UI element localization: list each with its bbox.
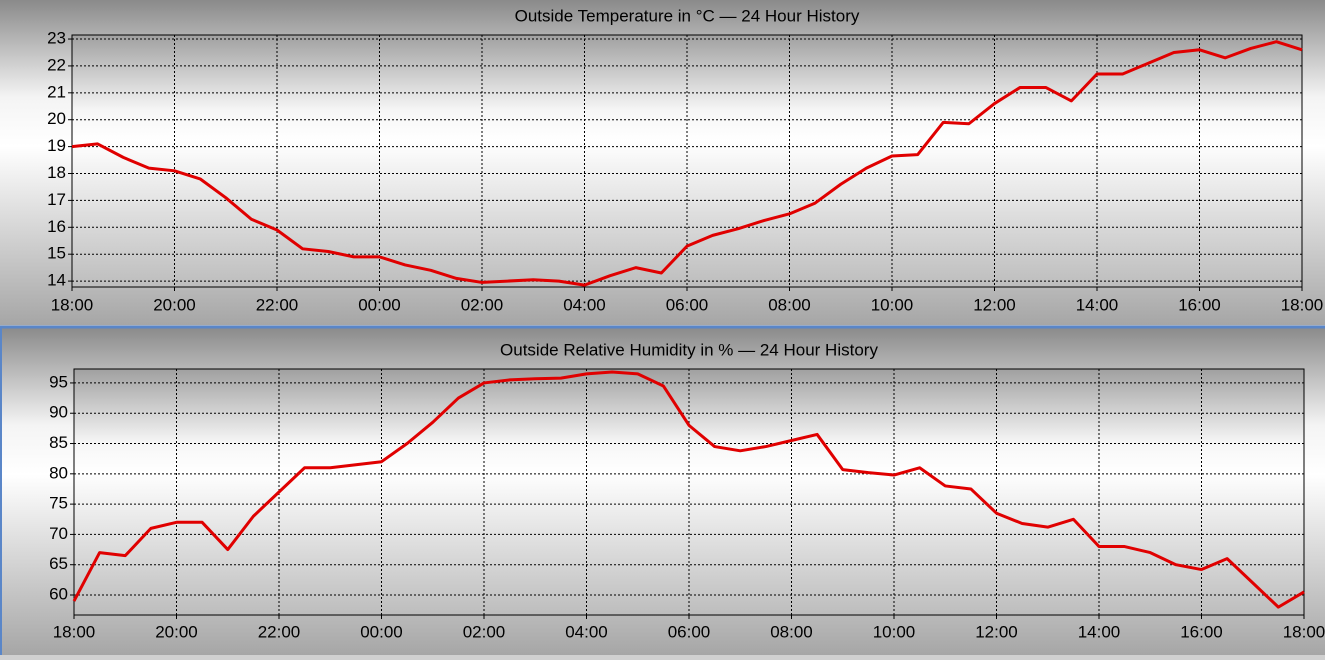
x-tick-label: 22:00 (256, 295, 299, 314)
x-tick-label: 08:00 (768, 295, 811, 314)
y-tick-label: 21 (47, 82, 66, 101)
x-tick-label: 18:00 (51, 295, 94, 314)
y-tick-label: 16 (47, 217, 66, 236)
data-line (71, 40, 1303, 287)
x-tick-label: 02:00 (461, 295, 504, 314)
x-tick-label: 14:00 (1076, 295, 1119, 314)
y-tick-label: 22 (47, 55, 66, 74)
chart-title: Outside Temperature in °C — 24 Hour Hist… (515, 6, 860, 25)
x-tick-label: 06:00 (668, 622, 711, 641)
y-tick-label: 18 (47, 163, 66, 182)
x-tick-label: 10:00 (873, 622, 916, 641)
y-tick-label: 75 (49, 494, 68, 513)
x-tick-label: 20:00 (153, 295, 196, 314)
x-tick-label: 06:00 (666, 295, 709, 314)
x-tick-label: 14:00 (1078, 622, 1121, 641)
x-tick-label: 00:00 (358, 295, 401, 314)
y-tick-label: 70 (49, 524, 68, 543)
x-tick-label: 18:00 (1283, 622, 1325, 641)
chart-title: Outside Relative Humidity in % — 24 Hour… (500, 340, 878, 359)
y-tick-label: 80 (49, 463, 68, 482)
y-tick-label: 20 (47, 109, 66, 128)
x-tick-label: 16:00 (1178, 295, 1221, 314)
x-tick-label: 22:00 (258, 622, 301, 641)
x-tick-label: 18:00 (1281, 295, 1324, 314)
y-tick-label: 65 (49, 554, 68, 573)
x-tick-label: 04:00 (565, 622, 608, 641)
x-tick-label: 00:00 (360, 622, 403, 641)
y-tick-label: 90 (49, 403, 68, 422)
x-tick-label: 12:00 (975, 622, 1018, 641)
y-tick-label: 60 (49, 584, 68, 603)
y-tick-label: 19 (47, 136, 66, 155)
y-tick-label: 95 (49, 372, 68, 391)
x-tick-label: 18:00 (53, 622, 96, 641)
x-tick-label: 04:00 (563, 295, 606, 314)
y-tick-label: 15 (47, 244, 66, 263)
x-tick-label: 10:00 (871, 295, 914, 314)
x-tick-label: 08:00 (770, 622, 813, 641)
x-tick-label: 16:00 (1180, 622, 1223, 641)
x-tick-label: 12:00 (973, 295, 1016, 314)
y-tick-label: 23 (47, 29, 66, 48)
x-tick-label: 02:00 (463, 622, 506, 641)
y-tick-label: 14 (47, 271, 66, 290)
y-tick-label: 17 (47, 190, 66, 209)
data-line (72, 370, 1305, 609)
x-tick-label: 20:00 (155, 622, 198, 641)
y-tick-label: 85 (49, 433, 68, 452)
